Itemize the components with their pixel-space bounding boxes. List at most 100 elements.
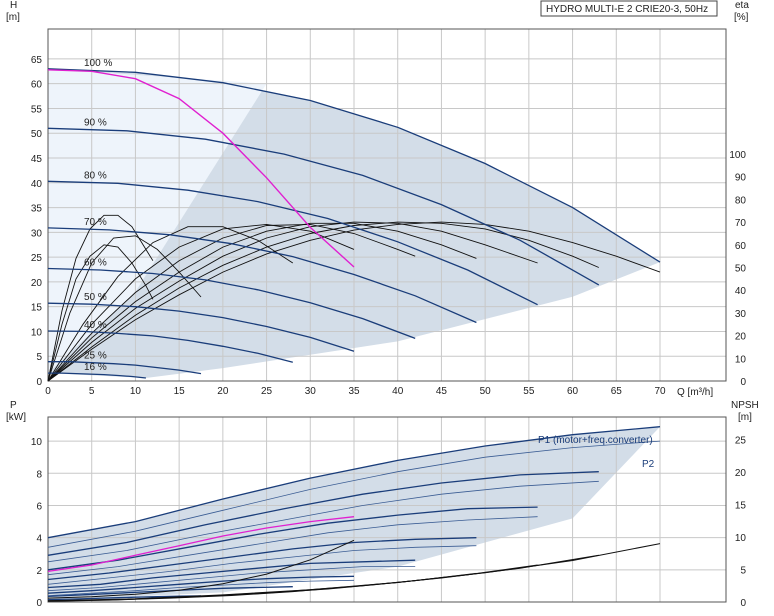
- p2-curve: [47, 440, 661, 548]
- y-tick-label: 15: [31, 303, 43, 314]
- y2-tick-label: 70: [735, 218, 747, 229]
- y-tick-label: 25: [31, 253, 43, 264]
- y2-tick-label: 20: [735, 468, 747, 479]
- y-axis-unit-H: [m]: [6, 12, 20, 23]
- y-axis-label-P: P: [10, 400, 17, 411]
- y-tick-label: 8: [36, 469, 42, 480]
- p1-curve: [47, 595, 202, 601]
- y-tick-label: 40: [31, 179, 43, 190]
- p1-curve: [47, 575, 355, 594]
- system-curve: [47, 69, 355, 268]
- x-tick-label: 35: [348, 386, 360, 397]
- y-tick-label: 65: [31, 55, 43, 66]
- y2-tick-label: 0: [740, 598, 746, 609]
- y-tick-label: 2: [36, 566, 42, 577]
- head-curve: [48, 361, 202, 375]
- head-curve: [47, 302, 355, 352]
- x-tick-label: 10: [130, 386, 142, 397]
- title-box: [540, 0, 718, 17]
- y2-tick-label: 0: [740, 377, 746, 388]
- npsh-curve: [47, 539, 355, 599]
- p2-curve: [47, 480, 599, 563]
- y-tick-label: 50: [31, 129, 43, 140]
- x-tick-label: 15: [174, 386, 186, 397]
- y-tick-label: 0: [36, 377, 42, 388]
- speed-label: 70 %: [84, 217, 107, 228]
- efficiency-curve: [47, 223, 416, 382]
- p2-curve: [47, 579, 355, 596]
- speed-label: 25 %: [84, 351, 107, 362]
- efficiency-curve: [47, 221, 661, 382]
- efficiency-curve: [47, 221, 599, 382]
- y-tick-label: 45: [31, 154, 43, 165]
- x-tick-label: 5: [89, 386, 95, 397]
- head-curve: [47, 127, 600, 286]
- y-tick-label: 35: [31, 204, 43, 215]
- x-tick-label: 60: [567, 386, 579, 397]
- head-curve: [48, 372, 146, 379]
- frame-bottom: [47, 416, 727, 603]
- speed-label: 60 %: [84, 258, 107, 269]
- y-tick-label: 0: [36, 598, 42, 609]
- efficiency-curve: [47, 214, 154, 382]
- x-tick-label: 55: [523, 386, 535, 397]
- y-axis-label-H: H: [10, 0, 17, 11]
- y2-axis-unit-eta: [%]: [734, 12, 749, 23]
- y-tick-label: 60: [31, 80, 43, 91]
- frame-top: [47, 28, 727, 382]
- x-tick-label: 50: [480, 386, 492, 397]
- speed-label: 40 %: [84, 320, 107, 331]
- x-tick-label: 45: [436, 386, 448, 397]
- y2-axis-label-eta: eta: [735, 0, 749, 11]
- y-tick-label: 4: [36, 534, 42, 545]
- y2-tick-label: 60: [735, 241, 747, 252]
- x-tick-label: 30: [305, 386, 317, 397]
- y-tick-label: 5: [36, 352, 42, 363]
- y2-tick-label: 15: [735, 501, 747, 512]
- speed-label: 16 %: [84, 362, 107, 373]
- head-curve: [47, 68, 661, 263]
- y-tick-label: 20: [31, 278, 43, 289]
- y-tick-label: 6: [36, 501, 42, 512]
- x-tick-label: 20: [217, 386, 229, 397]
- efficiency-curve: [47, 244, 154, 382]
- x-tick-label: 65: [611, 386, 623, 397]
- y2-axis-label-npsh: NPSH: [731, 400, 759, 411]
- npsh-curve: [47, 572, 477, 602]
- p2-curve: [47, 516, 538, 576]
- speed-label: 50 %: [84, 292, 107, 303]
- p1-curve: [47, 559, 416, 589]
- y2-tick-label: 5: [740, 566, 746, 577]
- y2-tick-label: 10: [735, 533, 747, 544]
- y-tick-label: 10: [31, 327, 43, 338]
- chart-title: HYDRO MULTI-E 2 CRIE20-3, 50Hz: [546, 4, 708, 15]
- y-tick-label: 55: [31, 104, 43, 115]
- speed-label: 90 %: [84, 117, 107, 128]
- p1-curve: [47, 506, 538, 571]
- p1-curve: [47, 537, 477, 581]
- x-tick-label: 0: [45, 386, 51, 397]
- y2-tick-label: 30: [735, 309, 747, 320]
- chart-labels: HYDRO MULTI-E 2 CRIE20-3, 50Hz H [m] eta…: [6, 0, 759, 470]
- head-curve: [47, 227, 477, 324]
- y-tick-label: 30: [31, 228, 43, 239]
- y2-tick-label: 100: [729, 150, 746, 161]
- y2-tick-label: 10: [735, 354, 747, 365]
- y2-tick-label: 80: [735, 195, 747, 206]
- efficiency-curve: [47, 235, 202, 382]
- y2-tick-label: 90: [735, 173, 747, 184]
- p2-curve: [47, 566, 416, 592]
- p2-curve: [47, 545, 477, 585]
- efficiency-curve: [47, 223, 355, 382]
- x-tick-label: 40: [392, 386, 404, 397]
- efficiency-curve: [47, 221, 538, 382]
- head-efficiency-panel: 0 5 10 15 20 25 30 35 40 45 50 55 60 65 70 0 5 10 15 20 25 30…: [31, 28, 747, 397]
- y-tick-label: 10: [31, 437, 43, 448]
- y-axis-unit-P: [kW]: [6, 412, 26, 423]
- operating-power-curve: [47, 516, 355, 573]
- y2-tick-label: 50: [735, 264, 747, 275]
- legend-p1: P1 (motor+freq.converter): [538, 435, 653, 446]
- efficiency-curve: [47, 222, 477, 382]
- y2-tick-label: 25: [735, 436, 747, 447]
- x-tick-label: 25: [261, 386, 273, 397]
